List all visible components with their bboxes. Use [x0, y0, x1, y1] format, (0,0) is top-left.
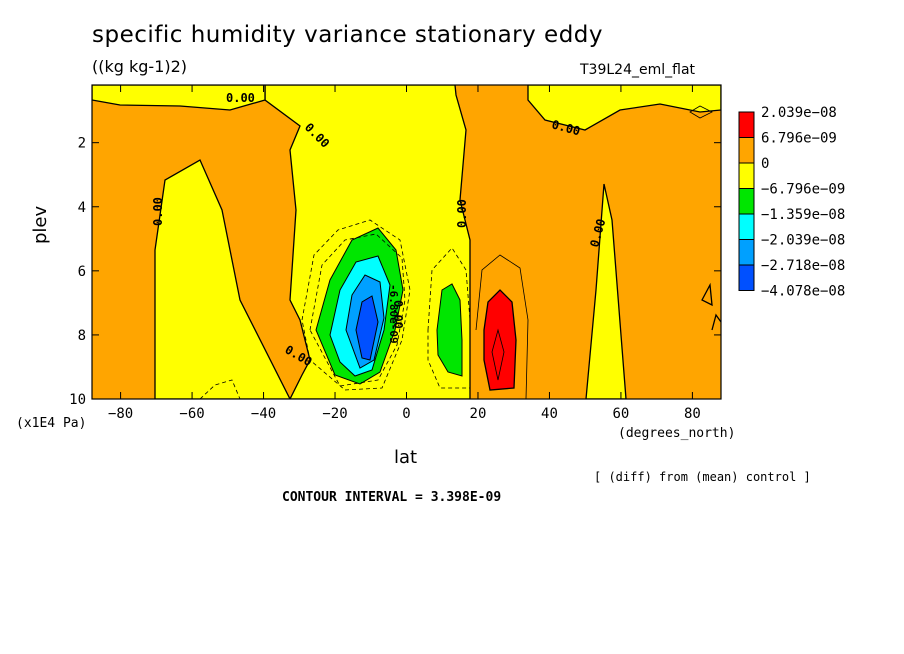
legend-label: 0 — [761, 156, 769, 172]
field-near-zero-top-left — [92, 85, 266, 111]
field-near-zero-right — [585, 183, 627, 399]
y-tick-label: 2 — [78, 136, 86, 152]
contour-label-9: -6.80e-09 — [387, 284, 400, 344]
y-axis: 2 4 6 8 10 — [69, 136, 721, 408]
x-unit-label: (degrees_north) — [618, 426, 736, 441]
x-tick-label: 40 — [541, 406, 558, 422]
run-label: T39L24_eml_flat — [580, 62, 696, 78]
legend-swatch — [738, 111, 755, 138]
y-tick-label: 4 — [78, 200, 86, 216]
diff-note: [ (diff) from (mean) control ] — [594, 470, 811, 484]
x-tick-label: −80 — [108, 406, 133, 422]
x-axis: −80 −60 −40 −20 0 20 40 60 80 — [108, 85, 701, 422]
y-axis-title: plev — [30, 205, 51, 244]
legend-label: −1.359e−08 — [761, 207, 845, 223]
y-tick-label: 8 — [78, 328, 86, 344]
x-axis-title: lat — [394, 447, 418, 468]
contour-label-8: 0.00 — [391, 300, 405, 329]
legend: 2.039e−08 6.796e−09 0 −6.796e−09 −1.359e−08 −… — [738, 105, 845, 300]
field-negative-right — [436, 283, 463, 377]
legend-swatch — [738, 239, 755, 266]
legend-label: −2.039e−08 — [761, 233, 845, 249]
legend-swatch — [738, 137, 755, 164]
contour-small-loop — [689, 105, 713, 119]
x-tick-label: −40 — [251, 406, 276, 422]
contour-positive-thin — [475, 254, 529, 399]
field-positive-strong — [483, 289, 517, 391]
x-tick-label: −20 — [322, 406, 347, 422]
x-tick-label: 80 — [684, 406, 701, 422]
contour-positive-diamond — [491, 328, 505, 381]
contour-zero-edge-right — [701, 282, 721, 331]
field-near-zero-left — [154, 159, 291, 399]
x-tick-label: 60 — [613, 406, 630, 422]
contour-label-1: 0.00 — [226, 91, 255, 105]
plot-field — [92, 85, 721, 399]
contour-dashed-bottom — [199, 379, 241, 399]
units-label: ((kg kg-1)2) — [92, 57, 188, 76]
y-unit-label: (x1E4 Pa) — [16, 416, 87, 431]
legend-swatch — [738, 264, 755, 291]
legend-swatch — [738, 162, 755, 189]
field-near-zero-far-right — [527, 85, 721, 131]
x-tick-label: 20 — [470, 406, 487, 422]
contour-label-5: 0.00 — [455, 199, 469, 228]
legend-label: 6.796e−09 — [761, 131, 837, 147]
legend-label: −2.718e−08 — [761, 258, 845, 274]
y-tick-label: 10 — [69, 392, 86, 408]
contour-dashed-right — [427, 247, 471, 389]
x-tick-label: 0 — [402, 406, 410, 422]
legend-swatch — [738, 188, 755, 215]
legend-label: −4.078e−08 — [761, 284, 845, 300]
chart-title: specific humidity variance stationary ed… — [92, 22, 604, 48]
legend-swatch — [738, 213, 755, 240]
legend-label: 2.039e−08 — [761, 105, 837, 121]
contour-label-4: 0.00 — [151, 197, 165, 226]
x-tick-label: −60 — [179, 406, 204, 422]
legend-label: −6.796e−09 — [761, 182, 845, 198]
y-tick-label: 6 — [78, 264, 86, 280]
contour-interval: CONTOUR INTERVAL = 3.398E-09 — [282, 490, 502, 505]
field-negative-strongest-left — [355, 295, 379, 361]
